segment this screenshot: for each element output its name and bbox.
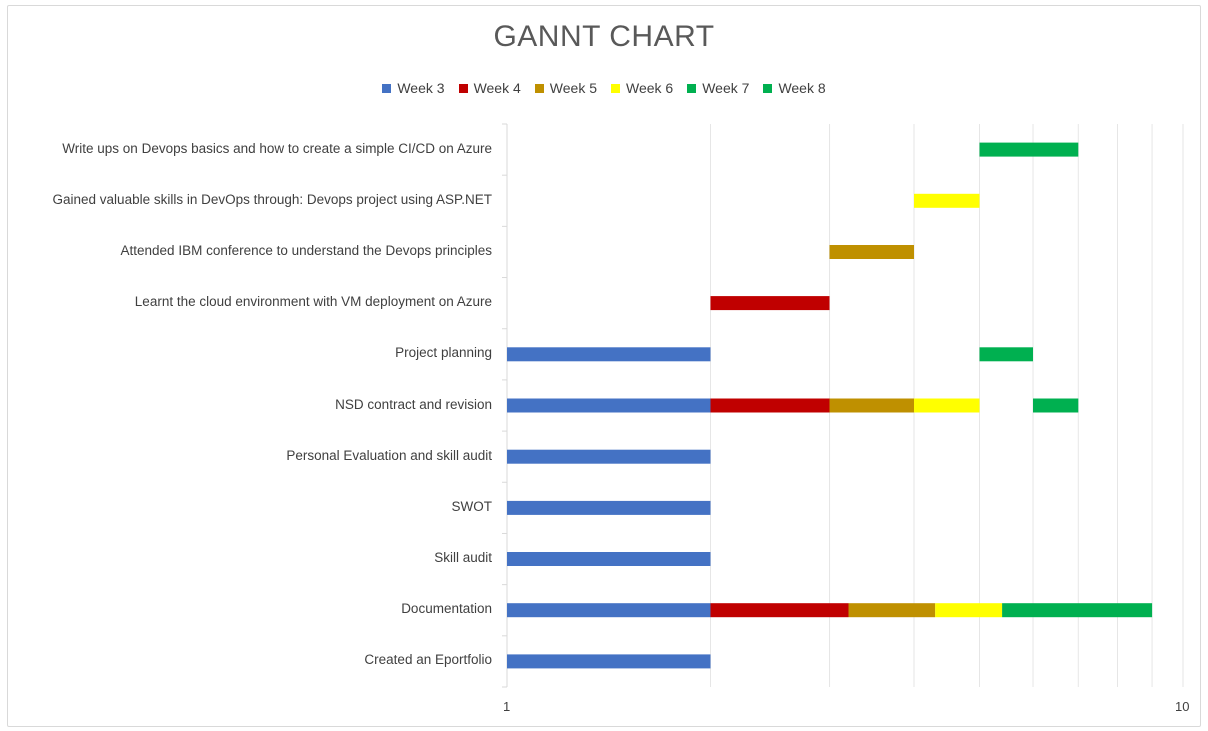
bar-week-5-row-2 [829,245,914,259]
bar-week-7-row-9 [1002,603,1153,618]
legend-entry: Week 7 [687,80,749,96]
legend-entry: Week 3 [382,80,445,96]
legend: Week 3 Week 4 Week 5 Week 6 Week 7 Week 8 [0,80,1208,96]
bar-week-6-row-1 [914,193,980,208]
legend-swatch [763,83,773,93]
category-label: Personal Evaluation and skill audit [286,447,492,463]
bar-week-3-row-7 [507,500,711,515]
legend-swatch [534,83,544,93]
legend-entry: Week 5 [534,80,597,96]
legend-label: Week 6 [626,80,674,96]
bar-week-7-row-0 [979,142,1079,157]
legend-swatch [611,83,620,93]
chart-title: GANNT CHART [493,20,715,53]
x-tick-label: 10 [1175,699,1190,714]
legend-label: Week 5 [549,80,597,96]
category-label: Created an Eportfolio [364,652,492,668]
legend-swatch [382,83,392,93]
legend-swatch [687,83,697,93]
bar-week-5-row-5 [829,398,914,413]
bar-week-6-row-5 [914,398,980,413]
bar-week-6-row-9 [935,603,1003,618]
bar-week-4-row-9 [710,603,849,618]
bar-week-4-row-3 [710,296,830,311]
category-label: Attended IBM conference to understand th… [120,242,492,258]
bar-week-3-row-10 [507,654,711,669]
bar-week-3-row-8 [507,552,711,566]
bar-week-4-row-5 [710,398,830,413]
category-label: Gained valuable skills in DevOps through… [52,191,492,207]
legend-label: Week 4 [473,80,521,96]
bar-week-3-row-4 [507,347,711,362]
bar-week-8-row-5 [1033,398,1079,413]
legend-swatch [458,83,468,93]
legend-entry: Week 8 [763,80,826,96]
legend-entry: Week 6 [611,80,673,96]
bar-week-3-row-9 [507,603,711,618]
legend-label: Week 7 [702,80,750,96]
category-label: Documentation [401,601,492,617]
legend-label: Week 3 [397,80,445,96]
bar-week-5-row-9 [848,603,936,618]
category-label: Learnt the cloud environment with VM dep… [134,294,492,310]
legend-label: Week 8 [778,80,826,96]
category-label: NSD contract and revision [335,396,492,412]
category-label: Write ups on Devops basics and how to cr… [62,140,492,156]
category-label: SWOT [451,498,493,514]
bar-week-3-row-6 [507,449,711,464]
category-label: Skill audit [434,550,492,566]
x-tick-label: 1 [503,699,511,714]
legend-entry: Week 4 [458,80,521,96]
bar-week-7-row-4 [979,347,1033,362]
category-label: Project planning [395,345,492,361]
bar-week-3-row-5 [507,398,711,413]
